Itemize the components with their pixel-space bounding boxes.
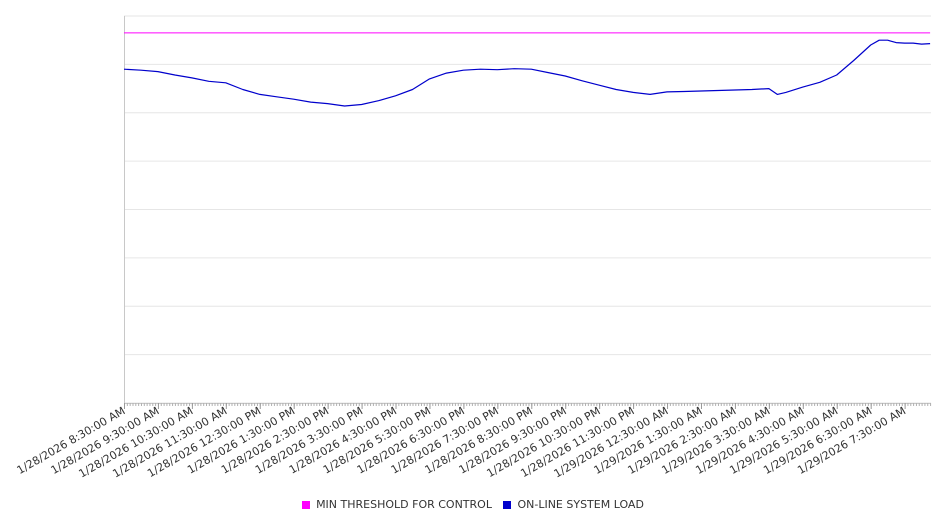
legend-item-threshold: MIN THRESHOLD FOR CONTROL bbox=[302, 498, 492, 511]
legend-swatch-threshold bbox=[302, 500, 311, 509]
legend-label-system-load: ON-LINE SYSTEM LOAD bbox=[517, 498, 644, 511]
legend: MIN THRESHOLD FOR CONTROL ON-LINE SYSTEM… bbox=[0, 498, 946, 512]
series-lines bbox=[123, 32, 931, 107]
legend-swatch-system-load bbox=[503, 500, 512, 509]
x-axis-ticks: 1/28/2026 8:30:00 AM1/28/2026 9:30:00 AM… bbox=[15, 403, 932, 481]
legend-item-system-load: ON-LINE SYSTEM LOAD bbox=[503, 498, 644, 511]
axes bbox=[124, 16, 931, 404]
gridlines bbox=[124, 15, 931, 404]
series-line-system-load bbox=[123, 39, 931, 107]
legend-label-threshold: MIN THRESHOLD FOR CONTROL bbox=[316, 498, 492, 511]
